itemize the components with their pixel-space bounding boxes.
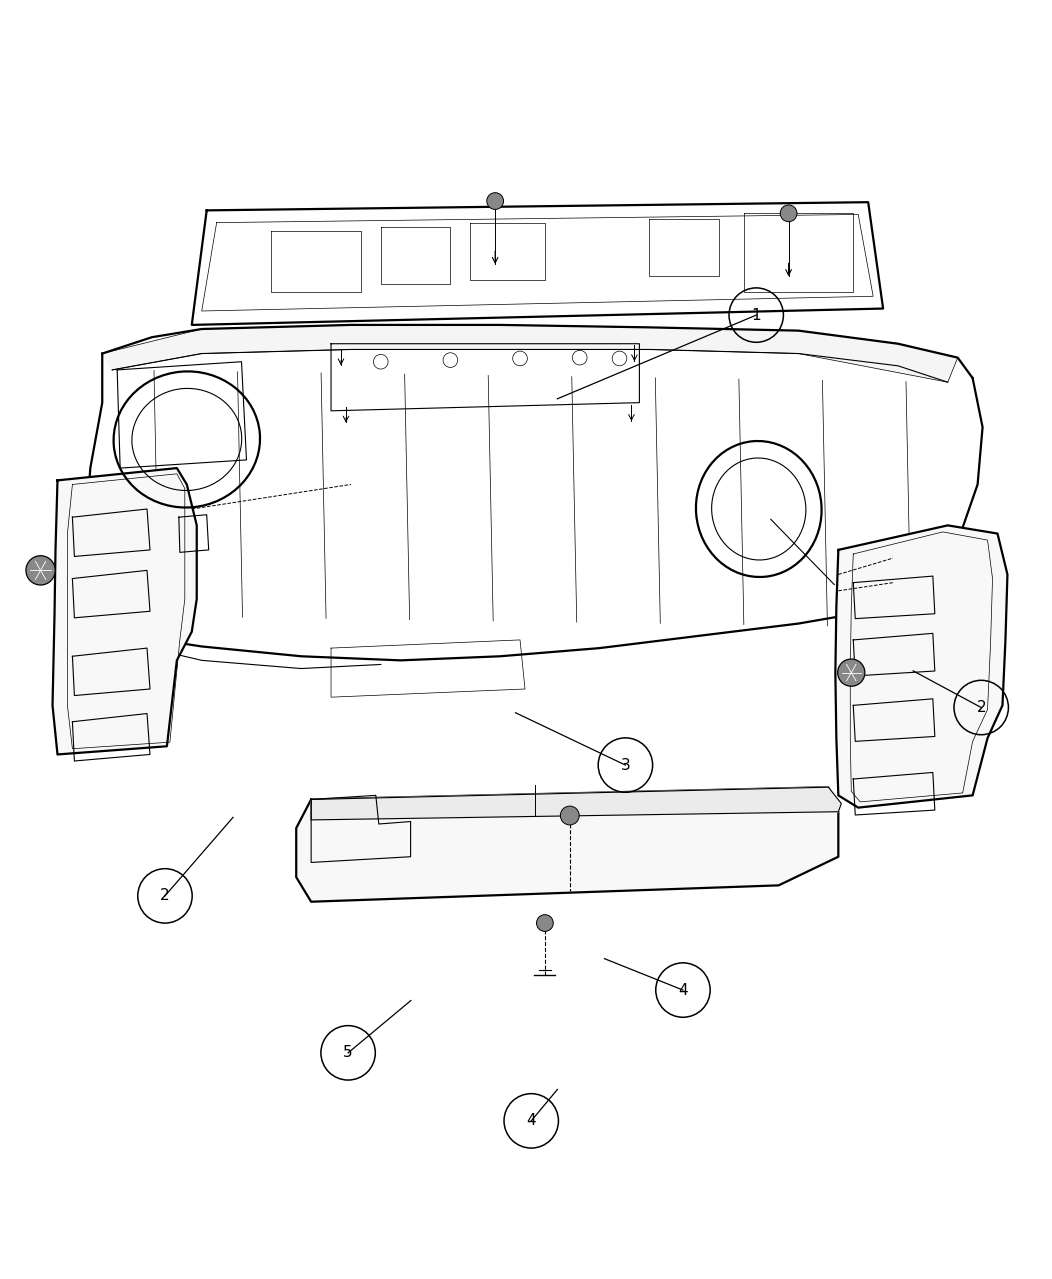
Polygon shape bbox=[311, 787, 842, 820]
Text: 5: 5 bbox=[343, 1045, 352, 1060]
Polygon shape bbox=[53, 468, 197, 755]
Text: 2: 2 bbox=[160, 889, 169, 903]
Text: 4: 4 bbox=[679, 982, 688, 998]
Polygon shape bbox=[835, 526, 1008, 807]
Text: 3: 3 bbox=[621, 757, 630, 773]
Text: 4: 4 bbox=[526, 1113, 537, 1128]
Circle shape bbox=[537, 914, 553, 931]
Polygon shape bbox=[102, 325, 957, 382]
Circle shape bbox=[561, 806, 580, 825]
Circle shape bbox=[487, 193, 504, 210]
Circle shape bbox=[837, 659, 865, 687]
Circle shape bbox=[781, 205, 797, 221]
Circle shape bbox=[26, 555, 55, 585]
Polygon shape bbox=[297, 787, 838, 902]
Text: 2: 2 bbox=[976, 700, 986, 715]
Text: 1: 1 bbox=[751, 308, 761, 322]
